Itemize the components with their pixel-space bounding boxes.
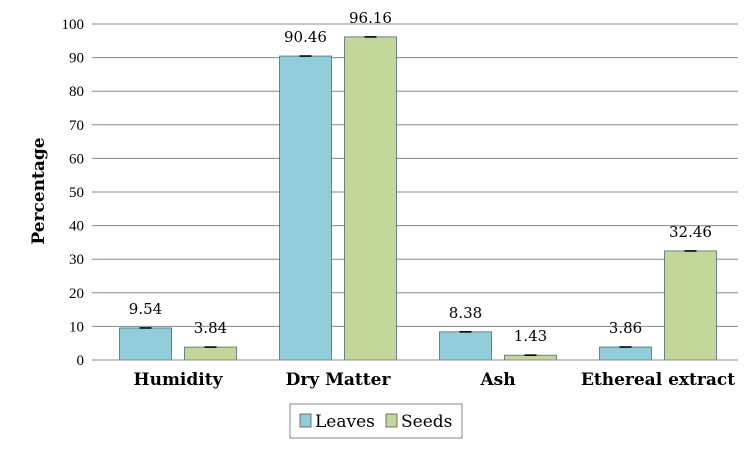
x-tick-label: Dry Matter [286,370,392,390]
legend-swatch-seeds [385,413,398,428]
data-label: 3.86 [609,319,642,337]
bar-leaves-ash [439,331,492,361]
data-label: 9.54 [129,300,162,318]
data-label: 3.84 [194,319,227,337]
bar-leaves-ethereal-extract [599,346,652,361]
y-tick-label: 30 [69,252,84,268]
y-tick-label: 70 [69,118,84,134]
y-tick-label: 100 [62,17,85,33]
y-tick-label: 10 [69,319,84,335]
legend: Leaves Seeds [289,403,463,439]
y-tick-label: 20 [69,286,84,302]
y-tick-label: 50 [69,185,84,201]
data-labels: 9.54 3.84 90.46 96.16 8.38 1.43 3.86 32.46 [129,9,712,345]
bar-leaves-dry-matter [279,55,332,361]
data-label: 96.16 [349,9,392,27]
data-label: 32.46 [669,223,712,241]
legend-label-leaves: Leaves [315,412,375,432]
bar-seeds-dry-matter [344,36,397,361]
x-tick-label: Ash [479,370,515,390]
y-tick-label: 0 [77,353,85,369]
x-tick-label: Humidity [134,370,224,390]
y-tick-label: 80 [69,84,84,100]
y-axis-title: Percentage [29,137,49,244]
legend-swatch-leaves [299,413,312,428]
y-tick-label: 60 [69,151,84,167]
bar-leaves-humidity [119,327,172,361]
bar-seeds-humidity [184,346,237,361]
x-axis-categories: Humidity Dry Matter Ash Ethereal extract [134,370,736,390]
data-label: 1.43 [514,327,547,345]
gridlines [98,23,738,327]
legend-label-seeds: Seeds [401,412,452,432]
bars [119,36,717,361]
data-label: 8.38 [449,304,482,322]
y-tick-label: 90 [69,51,84,67]
bar-seeds-ethereal-extract [664,250,717,361]
legend-box [289,403,463,439]
y-tick-label: 40 [69,219,84,235]
x-tick-label: Ethereal extract [581,370,735,390]
data-label: 90.46 [284,28,327,46]
y-axis-ticks: 0 10 20 30 40 50 60 70 80 90 100 [62,17,98,369]
